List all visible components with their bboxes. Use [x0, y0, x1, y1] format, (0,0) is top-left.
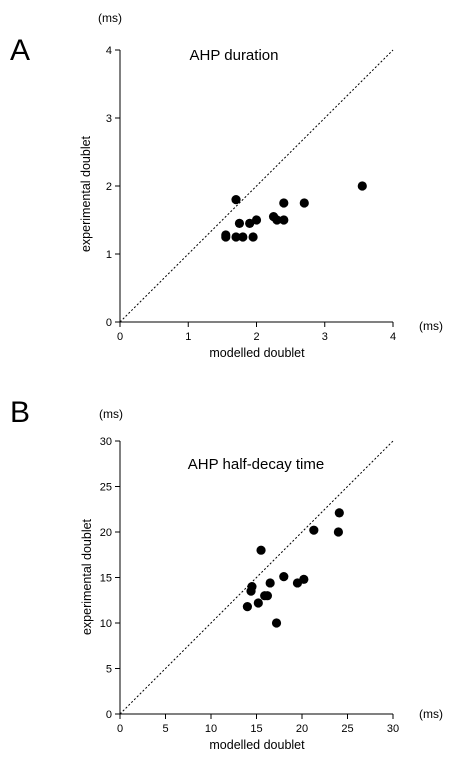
x-tick-label: 0 [117, 723, 123, 735]
data-point [299, 198, 309, 208]
x-tick-label: 0 [117, 331, 123, 343]
x-tick-label: 30 [387, 723, 399, 735]
data-point [279, 215, 289, 225]
chart-title: AHP duration [190, 47, 279, 64]
y-axis-label: experimental doublet [80, 518, 94, 635]
y-tick-label: 25 [100, 482, 112, 494]
data-point [247, 582, 257, 592]
x-tick-label: 1 [185, 331, 191, 343]
panel-letter-a: A [10, 34, 30, 67]
y-tick-label: 30 [100, 436, 112, 448]
y-axis-label: experimental doublet [79, 135, 93, 252]
x-axis-label: modelled doublet [209, 346, 305, 360]
x-tick-label: 5 [162, 723, 168, 735]
data-point [333, 527, 343, 537]
data-point [334, 508, 344, 518]
y-unit-label: (ms) [99, 407, 123, 421]
y-tick-label: 10 [100, 618, 112, 630]
data-point [242, 602, 252, 612]
data-point [256, 545, 266, 555]
data-point [279, 198, 289, 208]
data-point [299, 574, 309, 584]
data-point [265, 578, 275, 588]
data-point [238, 232, 248, 242]
y-tick-label: 15 [100, 573, 112, 585]
x-tick-label: 4 [390, 331, 396, 343]
panel-letter-b: B [10, 396, 30, 429]
data-point [234, 218, 245, 228]
x-tick-label: 3 [322, 331, 328, 343]
y-tick-label: 4 [106, 45, 112, 57]
data-point [253, 598, 263, 608]
x-unit-label: (ms) [419, 319, 443, 333]
panel-a-chart: A (ms) (ms) AHP duration modelled double… [10, 11, 443, 360]
identity-line [119, 440, 394, 715]
data-point [357, 181, 367, 191]
x-tick-label: 25 [341, 723, 353, 735]
x-tick-label: 2 [253, 331, 259, 343]
data-point [262, 591, 273, 601]
x-unit-label: (ms) [419, 707, 443, 721]
y-tick-label: 2 [106, 181, 112, 193]
data-point [271, 618, 282, 628]
y-tick-label: 20 [100, 527, 112, 539]
chart-title: AHP half-decay time [188, 456, 324, 473]
data-point [248, 232, 258, 242]
y-tick-label: 5 [106, 664, 112, 676]
x-axis-label: modelled doublet [209, 738, 305, 752]
data-point [231, 195, 241, 205]
data-point [279, 571, 289, 582]
panel-b-chart: B (ms) (ms) AHP half-decay time modelled… [10, 396, 443, 752]
data-point [251, 215, 262, 225]
identity-line [119, 49, 394, 323]
x-tick-label: 10 [205, 723, 217, 735]
y-unit-label: (ms) [98, 11, 122, 25]
y-tick-label: 0 [106, 317, 112, 329]
data-point [231, 232, 241, 242]
data-point [221, 230, 231, 240]
y-tick-label: 3 [106, 113, 112, 125]
y-tick-label: 1 [106, 249, 112, 261]
y-tick-label: 0 [106, 709, 112, 721]
data-point [272, 215, 282, 225]
x-tick-label: 20 [296, 723, 308, 735]
data-point [309, 525, 319, 535]
data-point [245, 218, 255, 228]
x-tick-label: 15 [250, 723, 262, 735]
